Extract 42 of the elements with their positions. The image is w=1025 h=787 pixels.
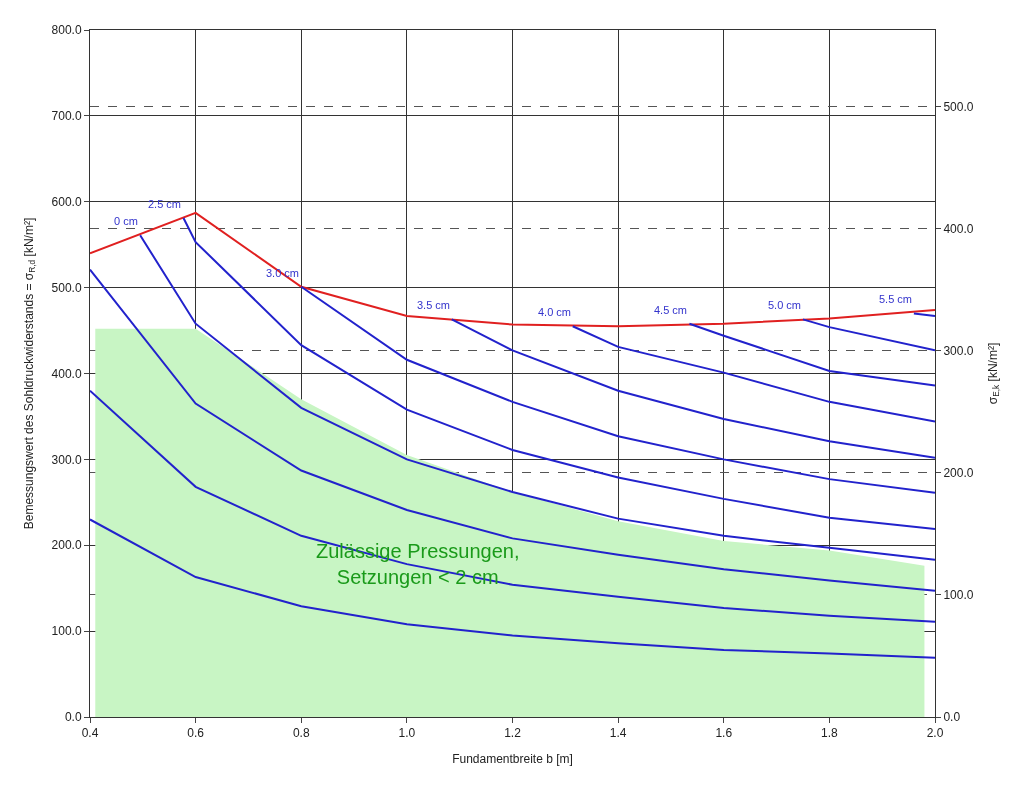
y2-tick-label: 100.0 xyxy=(943,588,974,603)
line-series xyxy=(139,234,935,561)
x-tick-label: 0.8 xyxy=(292,726,310,741)
y-tick-label: 300.0 xyxy=(51,452,82,467)
annotation: 4.5 cm xyxy=(654,304,688,316)
annotation: 3.0 cm xyxy=(266,267,300,279)
x-tick-label: 1.0 xyxy=(398,726,416,741)
line-series xyxy=(688,322,935,387)
line-series xyxy=(90,389,935,623)
x-tick-label: 2.0 xyxy=(926,726,944,741)
y-tick-label: 800.0 xyxy=(51,23,82,38)
x-axis-title: Fundamentbreite b [m] xyxy=(452,752,573,767)
y-tick-label: 500.0 xyxy=(51,280,82,295)
annotation: 0 cm xyxy=(114,215,138,227)
y-tick-label: 700.0 xyxy=(51,109,82,124)
x-tick-label: 0.6 xyxy=(187,726,205,741)
y-tick-label: 100.0 xyxy=(51,624,82,639)
x-tick-label: 1.8 xyxy=(821,726,839,741)
line-series xyxy=(571,325,935,423)
y-tick-label: 400.0 xyxy=(51,366,82,381)
annotation: 3.5 cm xyxy=(417,299,451,311)
y-tick-label: 600.0 xyxy=(51,194,82,209)
annotation: 5.5 cm xyxy=(879,293,913,305)
line-series xyxy=(300,285,935,494)
y2-tick-label: 500.0 xyxy=(943,100,974,115)
y2-tick-label: 300.0 xyxy=(943,344,974,359)
y-tick-label: 200.0 xyxy=(51,538,82,553)
line-series xyxy=(450,318,935,459)
x-tick-label: 1.4 xyxy=(609,726,627,741)
line-series xyxy=(90,211,935,328)
annotation: 5.0 cm xyxy=(768,299,802,311)
line-series xyxy=(90,268,935,592)
y2-tick-label: 200.0 xyxy=(943,466,974,481)
y-tick-label: 0.0 xyxy=(64,710,82,725)
annotation: 4.0 cm xyxy=(538,306,572,318)
x-tick-label: 1.2 xyxy=(504,726,522,741)
line-series xyxy=(90,518,935,659)
x-tick-label: 1.6 xyxy=(715,726,733,741)
y2-tick-label: 0.0 xyxy=(943,710,961,725)
x-tick-label: 0.4 xyxy=(81,726,99,741)
line-series xyxy=(182,217,935,530)
y2-tick-label: 400.0 xyxy=(943,222,974,237)
